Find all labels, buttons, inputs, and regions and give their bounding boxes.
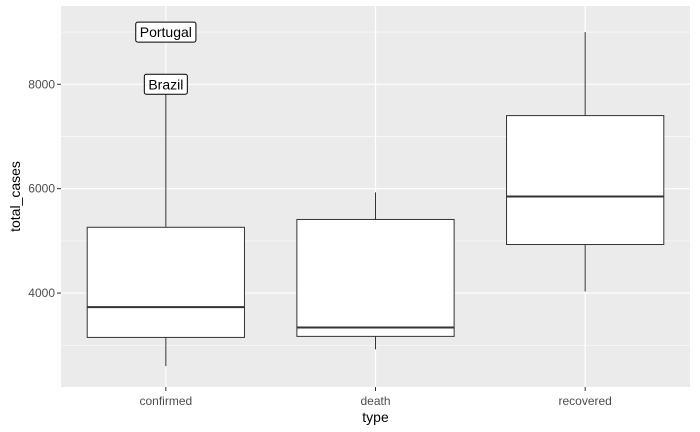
annotation-box bbox=[143, 73, 188, 95]
y-tick-label: 4000 bbox=[28, 286, 55, 300]
x-tick-label: confirmed bbox=[139, 394, 192, 408]
x-axis-title: type bbox=[362, 409, 389, 425]
x-axis: confirmed death recovered bbox=[139, 387, 612, 408]
box-iqr bbox=[506, 115, 665, 246]
annotation-label: Brazil bbox=[143, 73, 188, 95]
annotation-text: Brazil bbox=[148, 76, 183, 92]
box-confirmed bbox=[86, 89, 245, 367]
x-tick-label: death bbox=[360, 394, 390, 408]
annotation-box bbox=[135, 21, 197, 43]
y-tick-label: 8000 bbox=[28, 77, 55, 91]
box-iqr bbox=[86, 226, 245, 338]
x-tick-label: recovered bbox=[558, 394, 611, 408]
box-iqr bbox=[296, 218, 455, 337]
annotation-text: Portugal bbox=[140, 24, 192, 40]
annotations: Portugal Brazil bbox=[135, 21, 197, 95]
box-recovered bbox=[506, 32, 665, 292]
y-axis: 4000 6000 8000 bbox=[28, 77, 61, 300]
box-series bbox=[86, 32, 665, 367]
y-axis-title: total_cases bbox=[7, 161, 23, 232]
annotation-label: Portugal bbox=[135, 21, 197, 43]
box-death bbox=[296, 192, 455, 350]
y-tick-label: 6000 bbox=[28, 182, 55, 196]
